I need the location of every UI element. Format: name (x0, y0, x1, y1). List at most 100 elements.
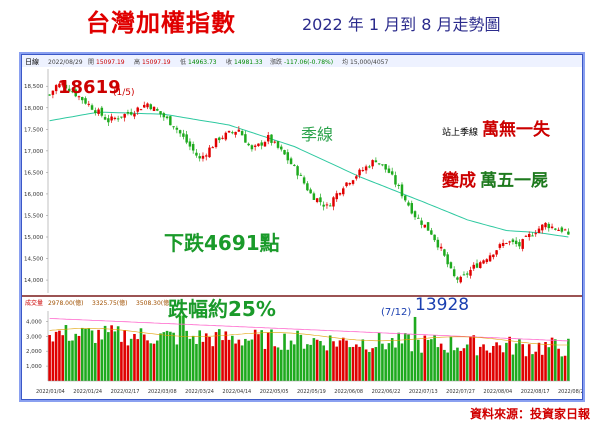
volume-bar (488, 352, 492, 381)
volume-bar (169, 331, 172, 381)
annotation-text2-red: 變成 (442, 170, 476, 191)
volume-bar (328, 335, 332, 381)
volume-bar (364, 349, 368, 381)
candle-body (527, 233, 531, 238)
candle-body (469, 269, 472, 276)
volume-bar (449, 336, 453, 381)
header-close-label: 收 (226, 58, 232, 66)
volume-bar (315, 339, 319, 381)
candle-body (71, 91, 74, 93)
candle-body (58, 83, 61, 88)
candle-body (90, 105, 94, 110)
volume-bar (208, 336, 211, 381)
candle-body (394, 175, 397, 185)
volume-bar (345, 340, 348, 381)
candle-body (410, 203, 414, 214)
volume-bar (273, 346, 277, 381)
volume-bar (198, 330, 202, 381)
volume-bar (110, 325, 113, 381)
volume-bar (407, 334, 410, 381)
volume-bar (172, 332, 175, 381)
volume-bar (495, 342, 498, 381)
volume-bar (557, 348, 560, 381)
candle-body (554, 228, 557, 230)
annotation-season-line: 季線 (301, 125, 333, 144)
candle-body (48, 94, 51, 96)
volume-bar (485, 350, 489, 381)
candle-body (511, 239, 515, 242)
candlestick-series (48, 80, 570, 284)
candle-body (508, 241, 511, 243)
candle-body (537, 228, 541, 233)
volume-bar (358, 346, 361, 381)
volume-bar (204, 333, 208, 381)
volume-bar (257, 334, 260, 381)
candle-body (139, 109, 143, 111)
candle-body (518, 242, 521, 247)
volume-bar (469, 336, 472, 381)
volume-bar (397, 332, 401, 381)
volume-bar (426, 339, 430, 381)
season-ma-path (49, 111, 569, 238)
y-tick-label: 18,500 (24, 84, 44, 90)
volume-tab[interactable]: 成交量 (25, 299, 43, 307)
volume-bar (286, 349, 290, 381)
candle-body (381, 164, 384, 166)
volume-bar (133, 333, 136, 381)
volume-bar (54, 331, 58, 381)
volume-bar (567, 338, 570, 381)
candle-body (296, 166, 299, 176)
volume-bar (103, 325, 107, 381)
candle-body (430, 230, 433, 235)
candle-body (126, 112, 130, 114)
volume-bar (322, 345, 325, 381)
candle-body (345, 182, 348, 187)
candle-body (342, 188, 345, 195)
volume-bar (550, 337, 554, 381)
volume-bar (100, 339, 104, 381)
candle-body (81, 97, 84, 101)
volume-bar (201, 341, 205, 381)
candle-body (482, 260, 485, 264)
volume-ma-path (49, 318, 569, 342)
volume-bar (554, 339, 557, 381)
candle-body (283, 150, 286, 155)
x-tick-label: 2022/05/05 (260, 389, 289, 395)
volume-bar (521, 344, 524, 381)
volume-bar (436, 347, 440, 381)
candle-body (113, 117, 117, 119)
y-tick-label: 17,500 (24, 127, 44, 133)
candle-body (162, 113, 166, 118)
candle-body (218, 137, 221, 141)
volume-bar (146, 340, 149, 381)
candle-body (439, 246, 443, 249)
header-close: 14981.33 (234, 59, 263, 66)
header-tab[interactable]: 日線 (25, 57, 39, 66)
candle-body (260, 142, 263, 146)
volume-bar (508, 336, 511, 381)
header-change: -117.06(-0.78%) (284, 59, 333, 66)
y-tick-label: 17,000 (24, 149, 44, 155)
volume-ma2-path (49, 328, 569, 346)
volume-bar (253, 329, 257, 381)
volume-v3: 3508.30(億) (136, 299, 172, 307)
candle-body (358, 169, 361, 176)
candle-body (332, 197, 335, 207)
candle-body (456, 277, 459, 280)
candle-body (534, 233, 537, 235)
header-ma: 15,000/4057 (350, 59, 388, 66)
volume-bar (58, 330, 61, 381)
volume-bar (537, 342, 541, 381)
candle-body (465, 273, 469, 275)
date-x-axis: 2022/01/04 2022/01/24 2022/02/17 2022/03/08… (36, 380, 582, 395)
candle-body (247, 143, 250, 146)
volume-bar (188, 338, 192, 381)
candle-body (452, 269, 456, 277)
candle-body (413, 211, 417, 218)
candle-body (433, 234, 436, 241)
candle-body (208, 147, 211, 158)
candle-body (87, 103, 91, 105)
header-high: 15097.19 (142, 59, 171, 66)
candle-body (417, 217, 420, 219)
candle-body (94, 110, 97, 114)
